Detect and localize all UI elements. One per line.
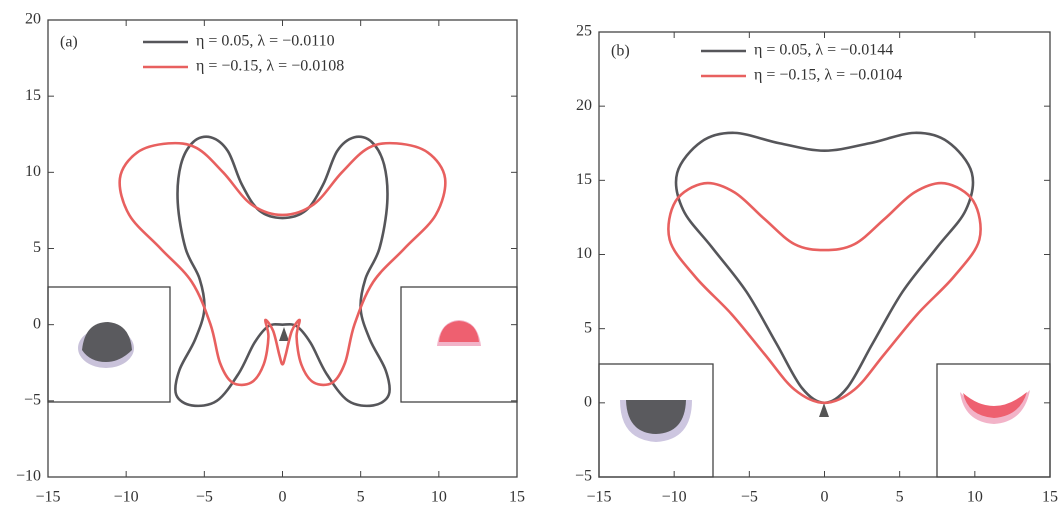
- origin-marker: [279, 327, 289, 341]
- x-tick-label: 5: [896, 489, 904, 506]
- y-tick-label: 20: [25, 11, 41, 28]
- x-tick-label: −5: [741, 489, 758, 506]
- curve: [676, 133, 973, 403]
- y-tick-label: 10: [25, 163, 41, 180]
- x-tick-label: −10: [114, 489, 139, 506]
- figure: −15 −10 −5 0 5 10 15 −10 −5 0 5 10 15 20 (a) η = 0.05, …: [0, 0, 1061, 511]
- curve: [668, 183, 980, 403]
- x-tick-label: 10: [431, 489, 447, 506]
- origin-marker: [819, 403, 829, 417]
- x-tick-label: −15: [35, 489, 60, 506]
- x-tick-label: 15: [509, 489, 525, 506]
- y-tick-label: 0: [33, 315, 41, 332]
- legend-label: η = 0.05, λ = −0.0110: [196, 33, 335, 50]
- page: −15 −10 −5 0 5 10 15 −10 −5 0 5 10 15 20 (a) η = 0.05, …: [0, 0, 1061, 511]
- x-tick-label: 15: [1042, 489, 1058, 506]
- panel-label: (a): [60, 34, 78, 51]
- inset: [48, 287, 170, 402]
- y-tick-label: 5: [33, 239, 41, 256]
- panel: −15 −10 −5 0 5 10 15 −10 −5 0 5 10 15 20 (a) η = 0.05, …: [16, 11, 525, 506]
- inset: [401, 287, 517, 402]
- y-tick-label: 15: [576, 171, 592, 188]
- inset: [599, 364, 713, 477]
- x-tick-label: −10: [662, 489, 687, 506]
- y-tick-label: −5: [575, 468, 592, 485]
- y-tick-label: 20: [576, 97, 592, 114]
- y-tick-label: 10: [576, 245, 592, 262]
- x-tick-label: −5: [196, 489, 213, 506]
- y-tick-label: 15: [25, 87, 41, 104]
- x-tick-label: 10: [967, 489, 983, 506]
- x-tick-label: 0: [279, 489, 287, 506]
- y-tick-label: −10: [16, 468, 41, 485]
- panel-label: (b): [611, 43, 630, 60]
- inset: [937, 364, 1050, 477]
- plot-frame: [48, 20, 517, 477]
- x-tick-label: 0: [821, 489, 829, 506]
- legend-label: η = 0.05, λ = −0.0144: [754, 42, 893, 59]
- x-tick-label: 5: [357, 489, 365, 506]
- legend-label: η = −0.15, λ = −0.0104: [754, 67, 902, 84]
- y-tick-label: 0: [584, 394, 592, 411]
- y-tick-label: 25: [576, 23, 592, 40]
- y-tick-label: −5: [24, 392, 41, 409]
- y-tick-label: 5: [584, 319, 592, 336]
- legend-label: η = −0.15, λ = −0.0108: [196, 58, 344, 75]
- x-tick-label: −15: [586, 489, 611, 506]
